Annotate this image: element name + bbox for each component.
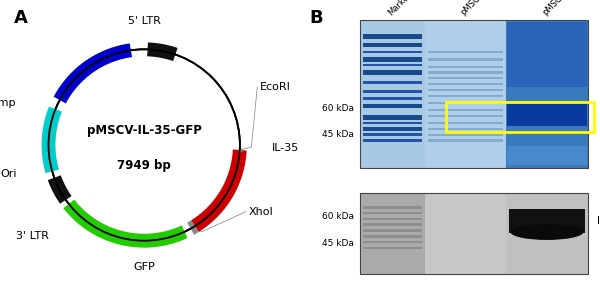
Text: EcoRI: EcoRI: [260, 82, 291, 92]
Bar: [363, 115, 422, 120]
Bar: [363, 70, 422, 75]
Bar: [425, 193, 506, 274]
Text: 45 kDa: 45 kDa: [322, 239, 354, 248]
Bar: [363, 51, 422, 53]
Bar: [428, 66, 503, 68]
Bar: [363, 81, 422, 84]
Text: 60 kDa: 60 kDa: [322, 104, 354, 113]
Bar: [360, 20, 588, 168]
Bar: [428, 51, 503, 53]
Bar: [363, 122, 422, 124]
Bar: [363, 104, 422, 108]
Bar: [428, 95, 503, 97]
Bar: [428, 134, 503, 136]
Text: 45 kDa: 45 kDa: [322, 130, 354, 139]
Bar: [363, 57, 422, 62]
Bar: [363, 34, 422, 39]
Ellipse shape: [511, 224, 583, 240]
Text: pMSCV-IL-35-GFP: pMSCV-IL-35-GFP: [541, 0, 598, 17]
Bar: [363, 127, 422, 131]
Bar: [360, 20, 425, 168]
Bar: [363, 229, 422, 232]
Bar: [360, 193, 588, 274]
Text: A: A: [14, 9, 28, 27]
Bar: [425, 20, 506, 168]
Bar: [428, 71, 503, 74]
Bar: [363, 43, 422, 47]
Bar: [428, 102, 503, 104]
Bar: [363, 133, 422, 136]
Text: 3' LTR: 3' LTR: [16, 231, 49, 241]
Text: 5' LTR: 5' LTR: [128, 16, 161, 26]
Text: IL-12A: IL-12A: [597, 216, 600, 226]
Bar: [360, 193, 425, 274]
Bar: [506, 193, 588, 274]
Bar: [363, 223, 422, 226]
Bar: [428, 89, 503, 91]
Bar: [363, 246, 422, 249]
Bar: [363, 97, 422, 100]
Text: B: B: [309, 9, 323, 27]
Bar: [363, 206, 422, 209]
Text: Amp: Amp: [0, 98, 17, 108]
Text: pMSCV-GFP: pMSCV-GFP: [459, 0, 500, 17]
Bar: [428, 109, 503, 111]
Bar: [508, 146, 587, 165]
Bar: [363, 241, 422, 243]
Bar: [428, 58, 503, 61]
Text: Marker: Marker: [386, 0, 413, 17]
Bar: [428, 128, 503, 130]
Bar: [363, 90, 422, 93]
Text: IL-35: IL-35: [272, 143, 299, 153]
Bar: [508, 22, 587, 87]
Bar: [363, 235, 422, 238]
Bar: [428, 139, 503, 142]
Bar: [363, 64, 422, 66]
Text: 7949 bp: 7949 bp: [118, 159, 171, 172]
Bar: [428, 115, 503, 117]
Bar: [428, 77, 503, 79]
Bar: [509, 209, 585, 233]
Text: GFP: GFP: [133, 262, 155, 272]
Bar: [506, 20, 588, 168]
Bar: [360, 20, 588, 168]
Text: 60 kDa: 60 kDa: [322, 211, 354, 221]
Bar: [508, 102, 587, 126]
Bar: [363, 212, 422, 214]
Bar: [428, 122, 503, 124]
Bar: [445, 102, 594, 132]
Text: Ori: Ori: [0, 169, 17, 179]
Bar: [363, 139, 422, 142]
Bar: [363, 218, 422, 220]
Text: XhoI: XhoI: [248, 207, 274, 217]
Text: pMSCV-IL-35-GFP: pMSCV-IL-35-GFP: [87, 124, 202, 137]
Bar: [428, 83, 503, 85]
